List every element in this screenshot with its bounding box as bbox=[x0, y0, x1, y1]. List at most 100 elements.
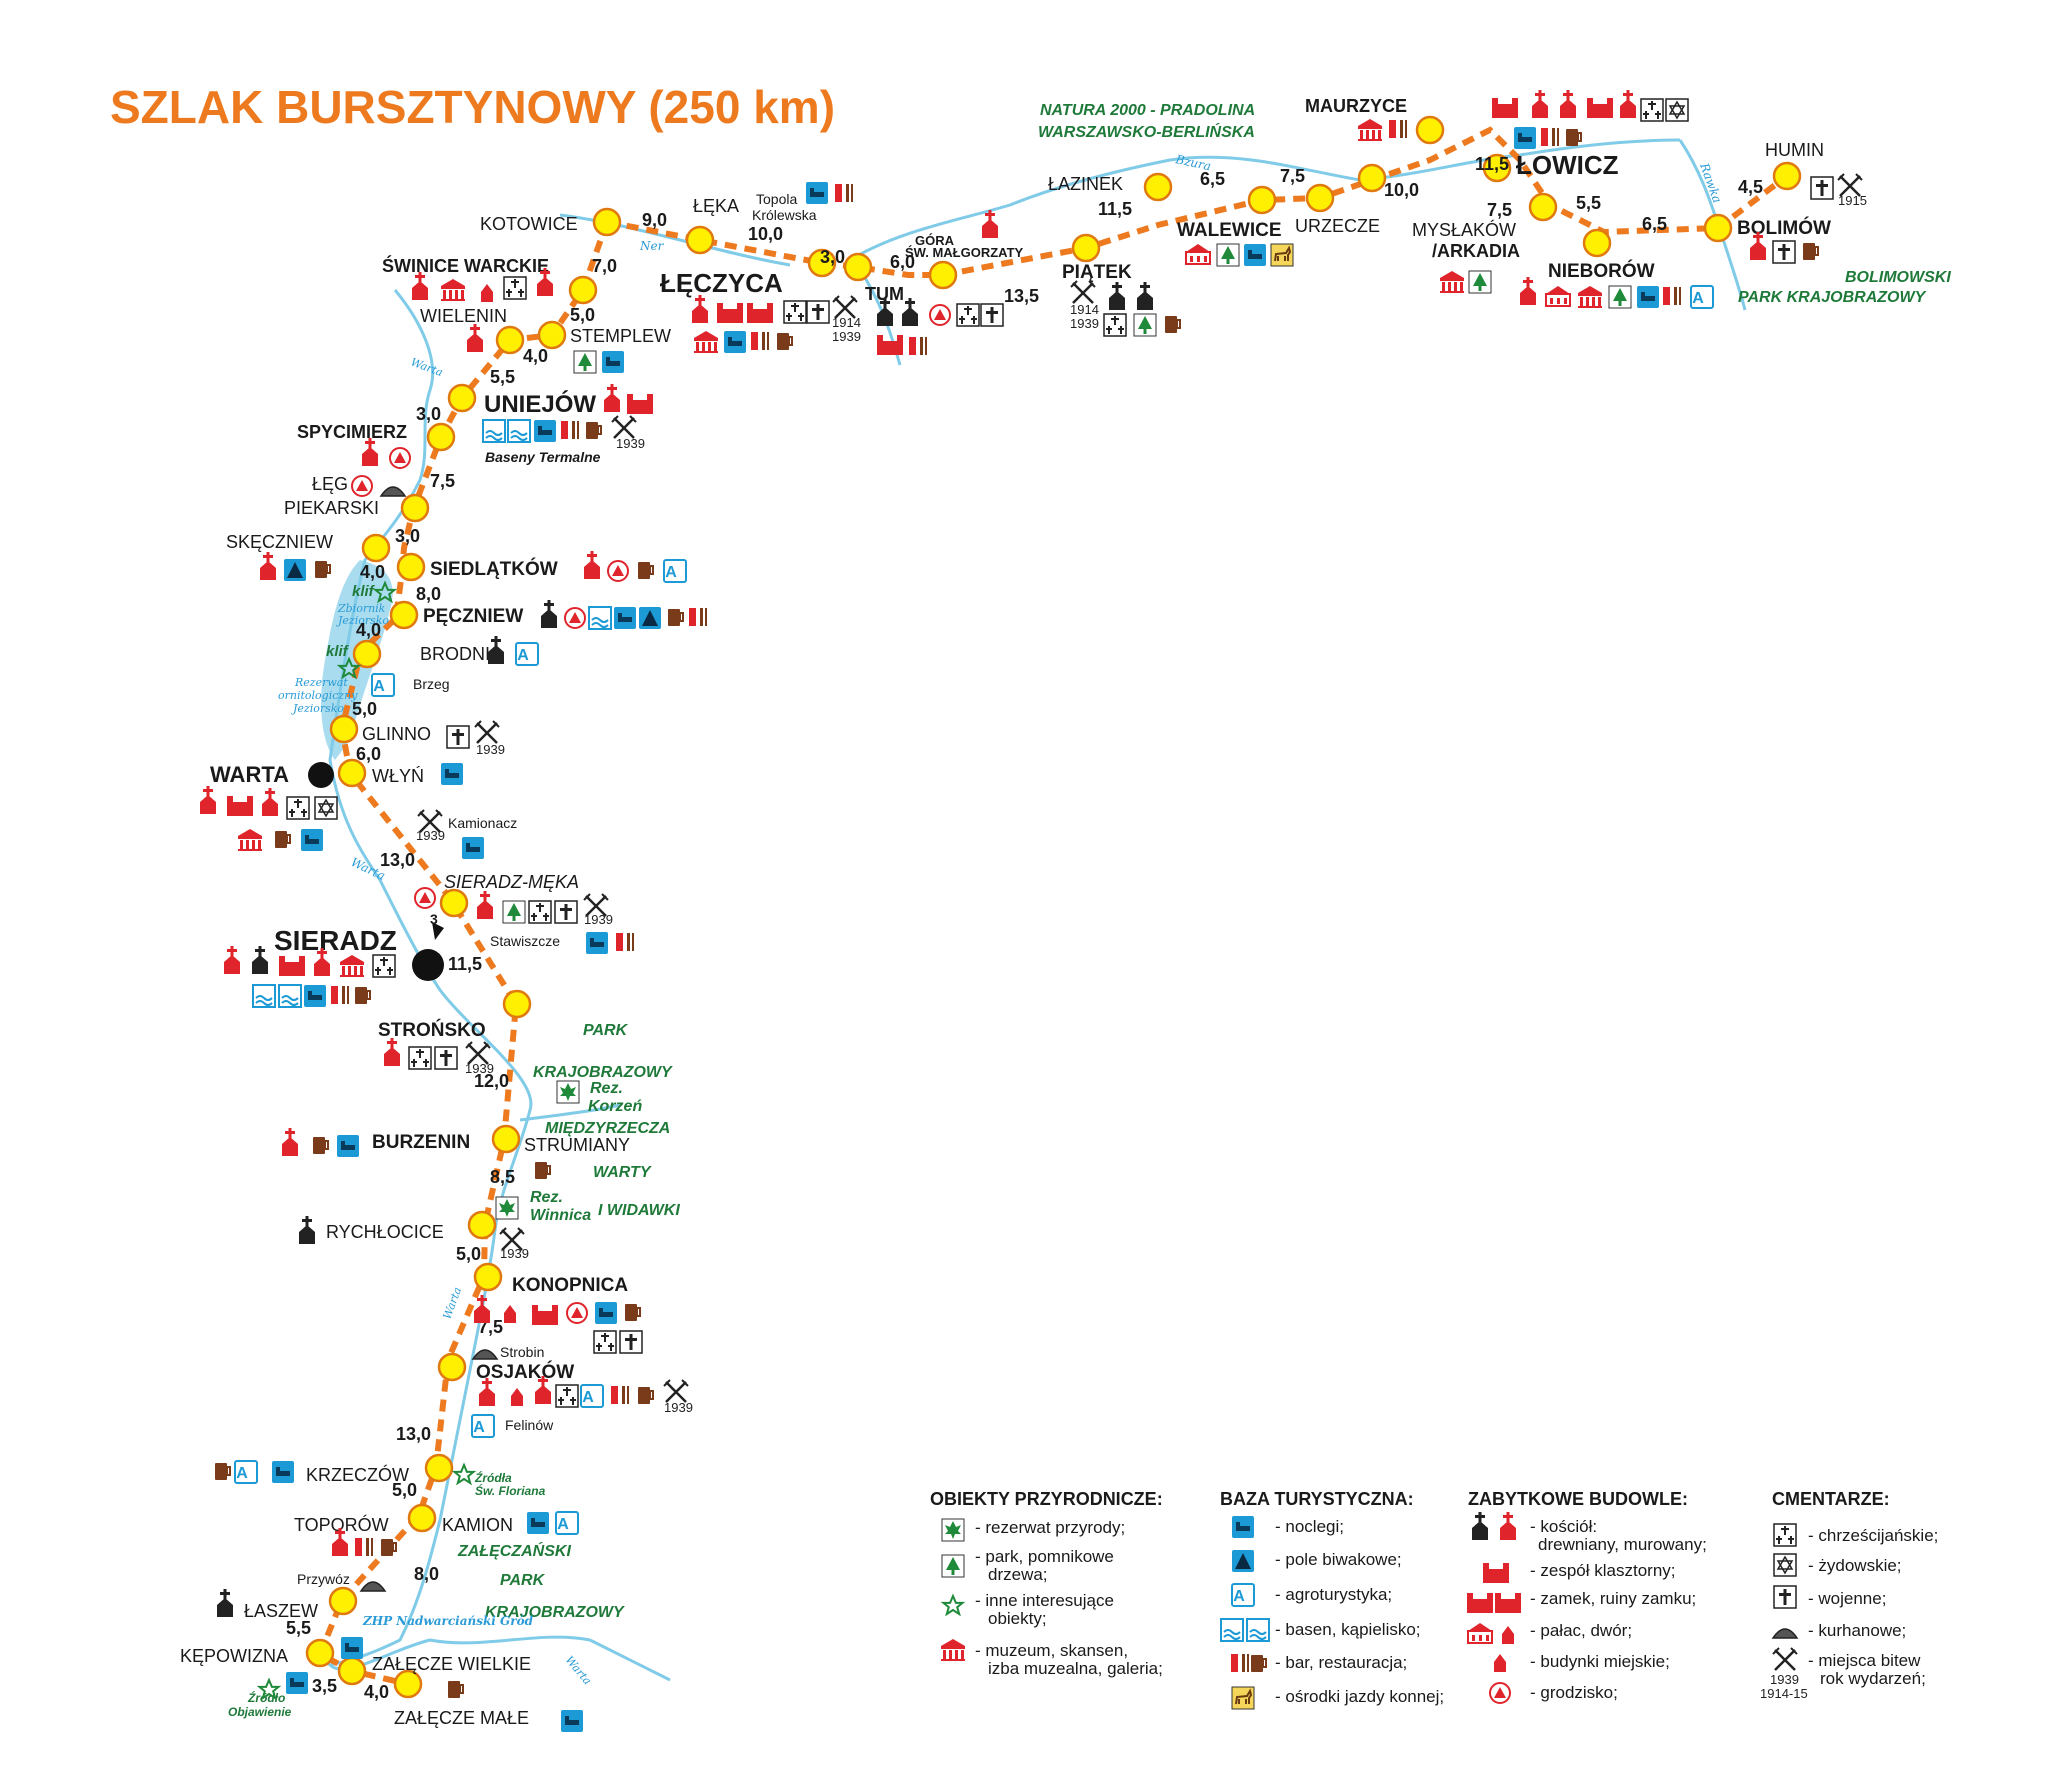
svg-text:- inne interesujące: - inne interesujące bbox=[975, 1591, 1114, 1610]
svg-text:SIERADZ: SIERADZ bbox=[274, 925, 397, 956]
svg-text:SIERADZ-MĘKA: SIERADZ-MĘKA bbox=[444, 872, 579, 892]
svg-text:1939: 1939 bbox=[500, 1246, 529, 1261]
svg-text:KRAJOBRAZOWY: KRAJOBRAZOWY bbox=[485, 1604, 625, 1621]
svg-text:- noclegi;: - noclegi; bbox=[1275, 1517, 1344, 1536]
svg-text:Winnica: Winnica bbox=[530, 1207, 591, 1224]
svg-text:TUM: TUM bbox=[865, 284, 904, 304]
svg-text:3,5: 3,5 bbox=[312, 1676, 337, 1696]
svg-text:MIĘDZYRZECZA: MIĘDZYRZECZA bbox=[545, 1120, 670, 1137]
svg-text:WŁYŃ: WŁYŃ bbox=[372, 766, 424, 786]
svg-text:ŁOWICZ: ŁOWICZ bbox=[1516, 150, 1619, 180]
svg-text:- muzeum, skansen,: - muzeum, skansen, bbox=[975, 1641, 1128, 1660]
svg-text:- zespół klasztorny;: - zespół klasztorny; bbox=[1530, 1561, 1676, 1580]
svg-text:3,0: 3,0 bbox=[820, 247, 845, 267]
svg-text:OBIEKTY PRZYRODNICZE:: OBIEKTY PRZYRODNICZE: bbox=[930, 1489, 1163, 1509]
notes: Baseny Termalne Zbiornik Jeziorsko Rezer… bbox=[228, 449, 642, 1719]
warta-town-marker bbox=[308, 762, 334, 788]
svg-text:WARTY: WARTY bbox=[593, 1164, 652, 1181]
svg-text:klif: klif bbox=[326, 643, 350, 660]
svg-text:BOLIMOWSKI: BOLIMOWSKI bbox=[1845, 269, 1951, 286]
svg-text:11,5: 11,5 bbox=[448, 954, 482, 974]
svg-text:Jeziorsko: Jeziorsko bbox=[291, 702, 344, 715]
svg-text:1939: 1939 bbox=[465, 1061, 494, 1076]
svg-text:ornitologiczny: ornitologiczny bbox=[278, 689, 358, 702]
svg-text:drewniany, murowany;: drewniany, murowany; bbox=[1538, 1535, 1707, 1554]
svg-text:Topola: Topola bbox=[756, 191, 797, 207]
svg-text:- kurhanowe;: - kurhanowe; bbox=[1808, 1621, 1906, 1640]
svg-text:4,0: 4,0 bbox=[523, 346, 548, 366]
svg-text:RYCHŁOCICE: RYCHŁOCICE bbox=[326, 1222, 444, 1242]
svg-text:1914: 1914 bbox=[832, 315, 861, 330]
river-warta bbox=[326, 289, 591, 1671]
region-labels: NATURA 2000 - PRADOLINA WARSZAWSKO-BERLI… bbox=[457, 102, 1951, 1621]
svg-text:OSJAKÓW: OSJAKÓW bbox=[476, 1361, 574, 1383]
svg-text:PARK: PARK bbox=[583, 1022, 629, 1039]
place-labels: KOTOWICE ŁĘKA Topola Królewska ŚWINICE W… bbox=[180, 96, 1831, 1728]
svg-text:ŚWINICE WARCKIE: ŚWINICE WARCKIE bbox=[382, 255, 549, 276]
svg-text:ZAŁĘCZAŃSKI: ZAŁĘCZAŃSKI bbox=[457, 1541, 571, 1560]
svg-text:5,0: 5,0 bbox=[352, 699, 377, 719]
svg-text:KAMION: KAMION bbox=[442, 1515, 513, 1535]
svg-text:Rez.: Rez. bbox=[530, 1189, 563, 1206]
legend: OBIEKTY PRZYRODNICZE: - rezerwat przyrod… bbox=[930, 1489, 1938, 1710]
svg-text:obiekty;: obiekty; bbox=[988, 1609, 1047, 1628]
svg-text:7,5: 7,5 bbox=[430, 471, 455, 491]
svg-text:1914-15: 1914-15 bbox=[1760, 1686, 1808, 1701]
svg-text:5,5: 5,5 bbox=[1576, 193, 1601, 213]
svg-text:Zbiornik: Zbiornik bbox=[337, 602, 386, 615]
svg-text:6,5: 6,5 bbox=[1200, 169, 1225, 189]
svg-text:I WIDAWKI: I WIDAWKI bbox=[598, 1202, 680, 1219]
legend-tourism: BAZA TURYSTYCZNA: - noclegi; - pole biwa… bbox=[1220, 1489, 1444, 1710]
svg-text:13,5: 13,5 bbox=[1004, 286, 1039, 306]
svg-text:ŁAZINEK: ŁAZINEK bbox=[1048, 174, 1123, 194]
svg-text:3,0: 3,0 bbox=[395, 526, 420, 546]
svg-text:Stawiszcze: Stawiszcze bbox=[490, 933, 560, 949]
svg-text:3: 3 bbox=[430, 911, 438, 927]
svg-text:BOLIMÓW: BOLIMÓW bbox=[1737, 217, 1831, 239]
svg-text:STEMPLEW: STEMPLEW bbox=[570, 326, 671, 346]
svg-text:Strobin: Strobin bbox=[500, 1344, 544, 1360]
svg-text:PARK KRAJOBRAZOWY: PARK KRAJOBRAZOWY bbox=[1738, 289, 1927, 306]
svg-text:Rezerwat: Rezerwat bbox=[294, 676, 348, 689]
svg-text:10,0: 10,0 bbox=[748, 224, 783, 244]
svg-text:ŚW. MAŁGORZATY: ŚW. MAŁGORZATY bbox=[905, 245, 1024, 260]
sieradz-town-marker bbox=[412, 949, 444, 981]
svg-text:BAZA TURYSTYCZNA:: BAZA TURYSTYCZNA: bbox=[1220, 1489, 1414, 1509]
svg-text:5,5: 5,5 bbox=[490, 367, 515, 387]
svg-text:8,0: 8,0 bbox=[414, 1564, 439, 1584]
svg-text:1939: 1939 bbox=[1770, 1672, 1799, 1687]
svg-text:GLINNO: GLINNO bbox=[362, 724, 431, 744]
river-side bbox=[589, 1638, 671, 1682]
svg-text:5,0: 5,0 bbox=[392, 1480, 417, 1500]
svg-text:Źródło: Źródło bbox=[247, 1690, 285, 1705]
svg-text:URZECZE: URZECZE bbox=[1295, 216, 1380, 236]
svg-text:1939: 1939 bbox=[616, 436, 645, 451]
svg-text:- bar, restauracja;: - bar, restauracja; bbox=[1275, 1653, 1407, 1672]
svg-text:ŁĘCZYCA: ŁĘCZYCA bbox=[660, 268, 783, 298]
svg-text:PIEKARSKI: PIEKARSKI bbox=[284, 498, 379, 518]
svg-text:WARTA: WARTA bbox=[210, 762, 289, 787]
svg-text:10,0: 10,0 bbox=[1384, 180, 1419, 200]
svg-text:- pole biwakowe;: - pole biwakowe; bbox=[1275, 1550, 1402, 1569]
svg-text:NIEBORÓW: NIEBORÓW bbox=[1548, 260, 1655, 282]
svg-text:Korzeń: Korzeń bbox=[588, 1098, 642, 1115]
svg-text:KRZECZÓW: KRZECZÓW bbox=[306, 1464, 409, 1485]
svg-text:Objawienie: Objawienie bbox=[228, 1705, 292, 1719]
svg-text:Kamionacz: Kamionacz bbox=[448, 815, 517, 831]
svg-text:ZHP Nadwarciański Gród: ZHP Nadwarciański Gród bbox=[362, 1614, 534, 1628]
svg-text:Warta: Warta bbox=[441, 1285, 465, 1321]
svg-text:Rez.: Rez. bbox=[590, 1080, 623, 1097]
svg-text:SKĘCZNIEW: SKĘCZNIEW bbox=[226, 532, 333, 552]
svg-text:ZAŁĘCZE WIELKIE: ZAŁĘCZE WIELKIE bbox=[372, 1654, 531, 1674]
svg-text:8,0: 8,0 bbox=[416, 584, 441, 604]
svg-text:BURZENIN: BURZENIN bbox=[372, 1132, 470, 1153]
svg-text:UNIEJÓW: UNIEJÓW bbox=[484, 390, 596, 418]
svg-text:rok wydarzeń;: rok wydarzeń; bbox=[1820, 1669, 1926, 1688]
svg-text:9,0: 9,0 bbox=[642, 210, 667, 230]
svg-text:STROŃSKO: STROŃSKO bbox=[378, 1019, 486, 1041]
battle-years: 1939 1939 1914 1939 1914 1939 1915 1939 … bbox=[416, 193, 1867, 1415]
svg-text:5,0: 5,0 bbox=[456, 1244, 481, 1264]
arrow-marker bbox=[432, 922, 444, 940]
svg-text:drzewa;: drzewa; bbox=[988, 1565, 1048, 1584]
